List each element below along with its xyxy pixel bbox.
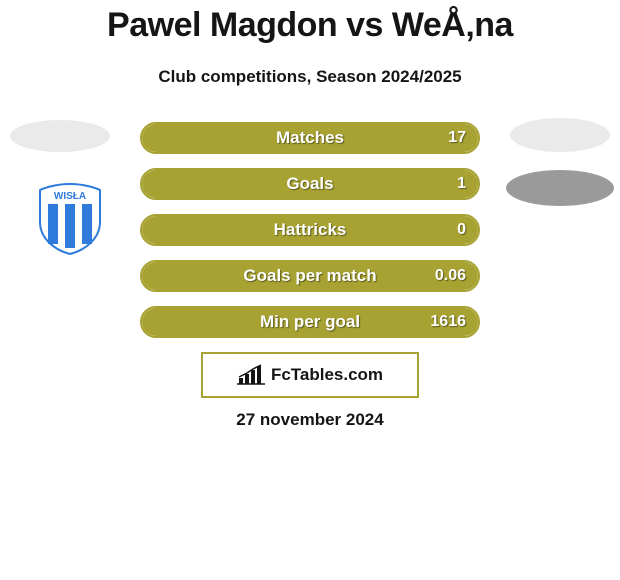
stat-bar: Min per goal 1616 (140, 306, 480, 338)
stat-bar: Goals 1 (140, 168, 480, 200)
generation-date: 27 november 2024 (0, 410, 620, 430)
player-left-avatar (10, 120, 110, 152)
stat-bar-label: Min per goal (142, 308, 478, 336)
page-subtitle: Club competitions, Season 2024/2025 (0, 67, 620, 87)
bar-chart-icon (237, 364, 265, 386)
page-title: Pawel Magdon vs WeÅ‚na (0, 0, 620, 49)
brand-text: FcTables.com (271, 365, 383, 385)
stat-bar-label: Goals (142, 170, 478, 198)
stat-bar-value: 0.06 (435, 262, 466, 290)
stat-bar-value: 1616 (430, 308, 466, 336)
comparison-card: Pawel Magdon vs WeÅ‚na Club competitions… (0, 0, 620, 580)
player-right-club-avatar (506, 170, 614, 206)
stat-bar: Goals per match 0.06 (140, 260, 480, 292)
stat-bars: Matches 17 Goals 1 Hattricks 0 Goals per… (140, 122, 480, 352)
shield-icon: WISŁA (36, 182, 104, 256)
stat-bar-value: 1 (457, 170, 466, 198)
stat-bar-label: Matches (142, 124, 478, 152)
stat-bar-label: Hattricks (142, 216, 478, 244)
stat-bar-value: 17 (448, 124, 466, 152)
player-right-avatar (510, 118, 610, 152)
crest-text: WISŁA (54, 191, 86, 202)
stat-bar: Matches 17 (140, 122, 480, 154)
stat-bar-value: 0 (457, 216, 466, 244)
stat-bar-label: Goals per match (142, 262, 478, 290)
brand-badge: FcTables.com (201, 352, 419, 398)
stat-bar: Hattricks 0 (140, 214, 480, 246)
player-left-club-crest: WISŁA (25, 174, 115, 264)
